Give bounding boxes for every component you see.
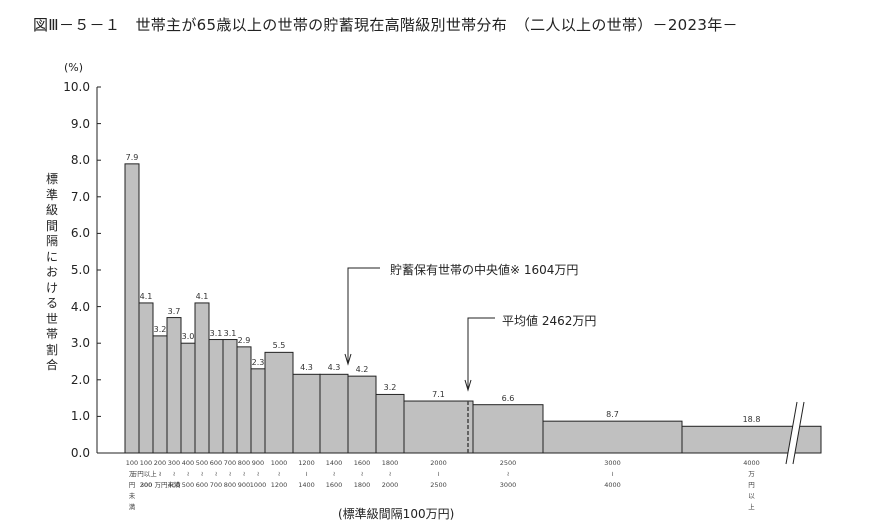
bar-value-label: 2.3: [251, 357, 265, 367]
bar-value-label: 3.7: [167, 306, 181, 316]
bar: [472, 404, 544, 454]
bar-value-label: 4.2: [355, 365, 369, 375]
x-tick-label: 1600 ≀ 1800: [353, 459, 371, 489]
bar-value-label: 3.1: [209, 328, 223, 338]
x-tick-label: 2500 ≀ 3000: [499, 459, 517, 489]
x-tick-label: 900 ≀ 1000: [249, 459, 267, 489]
x-tick-label: 600 ≀ 700: [209, 459, 223, 489]
x-tick-label: 2000 ≀ 2500: [430, 459, 447, 489]
bar-value-label: 4.1: [195, 291, 209, 301]
bar: [347, 375, 377, 454]
bar-value-label: 8.7: [606, 410, 619, 420]
bar-value-label: 4.3: [300, 363, 313, 373]
x-tick-label: 500 ≀ 600: [195, 459, 209, 489]
y-tick-label: 3.0: [70, 336, 90, 351]
bar-value-label: 3.0: [181, 332, 195, 342]
bar: [250, 368, 266, 454]
bar: [180, 342, 196, 454]
x-tick-label: 1400 ≀ 1600: [325, 459, 343, 489]
bar-value-label: 4.1: [139, 291, 153, 301]
y-tick-label: 5.0: [70, 263, 90, 277]
bar-value-label: 7.1: [432, 390, 445, 400]
bar-value-label: 3.2: [383, 383, 397, 393]
bar: [208, 339, 224, 454]
x-tick-label: 200 ≀ 300 万円未満: [140, 459, 181, 489]
x-axis-label: (標準級間隔100万円): [338, 507, 455, 521]
bar: [403, 400, 474, 454]
x-tick-label: 400 ≀ 500: [181, 459, 195, 489]
y-unit: (%): [64, 61, 84, 74]
x-tick-label: 3000 ≀ 4000: [604, 459, 621, 489]
bar-value-label: 7.9: [125, 152, 139, 162]
bar: [222, 339, 238, 454]
y-axis-label: 標準級間隔における世帯割合: [45, 172, 58, 372]
y-tick-label: 2.0: [70, 372, 90, 387]
bar-value-label: 6.6: [501, 393, 515, 403]
y-tick-label: 0.0: [70, 446, 90, 460]
x-tick-label: 300 ≀ 400: [167, 459, 181, 489]
bar: [292, 373, 321, 454]
y-tick-label: 9.0: [70, 116, 90, 131]
bar: [236, 346, 252, 454]
bar-value-label: 3.2: [153, 324, 167, 334]
x-tick-label: 1800 ≀ 2000: [381, 459, 399, 489]
x-tick-label: 100 万円以上 ≀ 200: [130, 459, 162, 489]
bar-value-label: 4.3: [327, 363, 341, 373]
bar-value-label: 5.5: [272, 341, 286, 351]
x-tick-label: 100 万 円 未 満: [125, 459, 139, 511]
y-tick-label: 4.0: [70, 299, 90, 314]
bar-value-label: 18.8: [742, 415, 761, 425]
bar: [194, 302, 210, 454]
bar: [138, 302, 154, 454]
bar: [319, 373, 349, 454]
bar-value-label: 2.9: [237, 335, 251, 345]
y-tick-label: 8.0: [70, 153, 90, 168]
bar: [166, 317, 182, 454]
bar: [124, 163, 140, 454]
chart-title: 図Ⅲ－５－１ 世帯主が65歳以上の世帯の貯蓄現在高階級別世帯分布 （二人以上の世…: [33, 16, 738, 34]
bar: [264, 351, 294, 454]
x-tick-label: 800 ≀ 900: [237, 459, 251, 489]
y-tick-label: 1.0: [70, 409, 90, 424]
x-tick-label: 700 ≀ 800: [223, 459, 237, 489]
bar: [681, 425, 822, 454]
x-tick-label: 1200 ≀ 1400: [298, 459, 315, 489]
x-tick-label: 1000 ≀ 1200: [270, 459, 288, 489]
y-tick-label: 7.0: [70, 189, 90, 204]
y-tick-label: 6.0: [70, 226, 90, 241]
x-tick-label: 4000 万 円 以 上: [743, 459, 760, 511]
bar: [542, 420, 683, 454]
bar-value-label: 3.1: [223, 328, 237, 338]
mean-annotation: 平均値 2462万円: [502, 314, 597, 328]
y-tick-label: 10.0: [63, 80, 90, 94]
median-annotation: 貯蓄保有世帯の中央値※ 1604万円: [390, 263, 579, 277]
bar: [375, 393, 405, 454]
bar: [152, 335, 168, 454]
